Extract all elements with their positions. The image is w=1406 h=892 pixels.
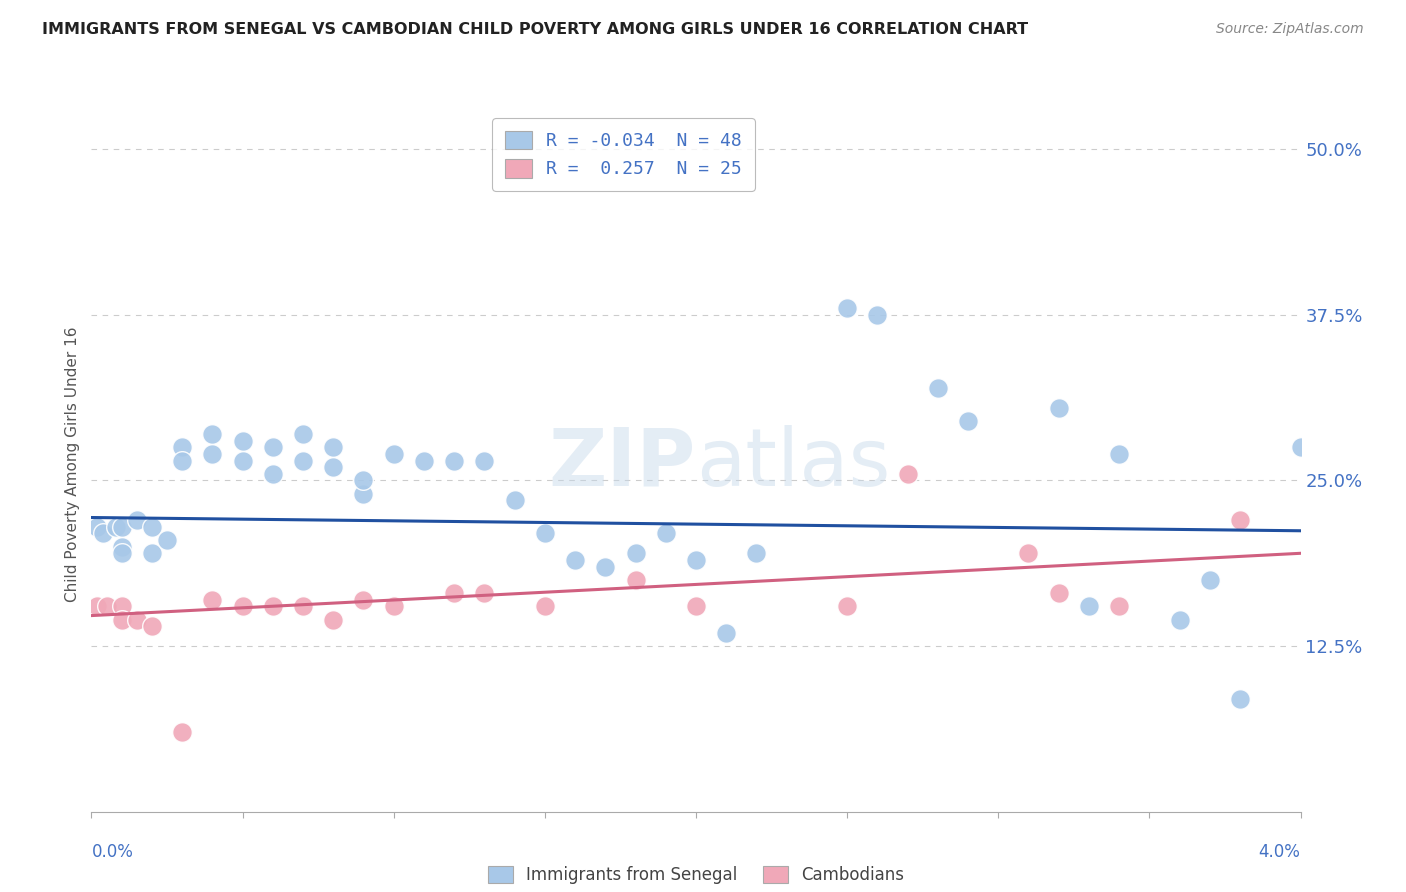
Point: [1108, 599, 1130, 614]
Text: 0.0%: 0.0%: [91, 843, 134, 861]
Point: [714, 625, 737, 640]
Point: [201, 592, 224, 607]
Point: [111, 613, 132, 627]
Point: [1168, 613, 1191, 627]
Point: [956, 414, 979, 428]
Point: [352, 592, 374, 607]
Point: [564, 553, 586, 567]
Point: [125, 513, 148, 527]
Point: [503, 493, 526, 508]
Text: Source: ZipAtlas.com: Source: ZipAtlas.com: [1216, 22, 1364, 37]
Point: [443, 453, 465, 467]
Point: [1077, 599, 1099, 614]
Point: [1229, 692, 1251, 706]
Point: [1047, 401, 1070, 415]
Point: [1018, 546, 1040, 560]
Point: [835, 301, 858, 315]
Point: [125, 613, 148, 627]
Point: [1229, 513, 1251, 527]
Point: [262, 467, 284, 481]
Point: [835, 599, 858, 614]
Point: [352, 474, 374, 488]
Point: [201, 447, 224, 461]
Text: atlas: atlas: [696, 425, 890, 503]
Y-axis label: Child Poverty Among Girls Under 16: Child Poverty Among Girls Under 16: [65, 326, 80, 601]
Point: [472, 453, 495, 467]
Point: [745, 546, 768, 560]
Point: [413, 453, 436, 467]
Point: [104, 520, 127, 534]
Point: [292, 427, 315, 442]
Point: [111, 546, 132, 560]
Point: [201, 427, 224, 442]
Point: [231, 434, 253, 448]
Point: [322, 440, 344, 454]
Point: [86, 599, 108, 614]
Point: [292, 599, 315, 614]
Point: [231, 453, 253, 467]
Point: [172, 453, 194, 467]
Point: [141, 619, 163, 633]
Point: [262, 599, 284, 614]
Point: [111, 520, 132, 534]
Point: [533, 599, 555, 614]
Point: [654, 526, 676, 541]
Point: [382, 447, 405, 461]
Point: [443, 586, 465, 600]
Point: [172, 440, 194, 454]
Point: [93, 526, 115, 541]
Point: [322, 460, 344, 475]
Point: [231, 599, 253, 614]
Point: [352, 486, 374, 500]
Point: [1047, 586, 1070, 600]
Point: [156, 533, 179, 547]
Point: [624, 546, 647, 560]
Point: [86, 520, 108, 534]
Point: [141, 546, 163, 560]
Point: [866, 308, 889, 322]
Point: [897, 467, 920, 481]
Point: [685, 553, 707, 567]
Point: [172, 725, 194, 739]
Point: [141, 520, 163, 534]
Text: IMMIGRANTS FROM SENEGAL VS CAMBODIAN CHILD POVERTY AMONG GIRLS UNDER 16 CORRELAT: IMMIGRANTS FROM SENEGAL VS CAMBODIAN CHI…: [42, 22, 1028, 37]
Point: [624, 573, 647, 587]
Point: [595, 559, 617, 574]
Point: [927, 381, 949, 395]
Point: [111, 540, 132, 554]
Point: [322, 613, 344, 627]
Point: [262, 440, 284, 454]
Legend: Immigrants from Senegal, Cambodians: Immigrants from Senegal, Cambodians: [478, 855, 914, 892]
Point: [1108, 447, 1130, 461]
Point: [1289, 440, 1312, 454]
Point: [96, 599, 118, 614]
Point: [533, 526, 555, 541]
Point: [472, 586, 495, 600]
Point: [292, 453, 315, 467]
Text: ZIP: ZIP: [548, 425, 696, 503]
Point: [382, 599, 405, 614]
Text: 4.0%: 4.0%: [1258, 843, 1301, 861]
Point: [111, 599, 132, 614]
Point: [1198, 573, 1220, 587]
Point: [685, 599, 707, 614]
